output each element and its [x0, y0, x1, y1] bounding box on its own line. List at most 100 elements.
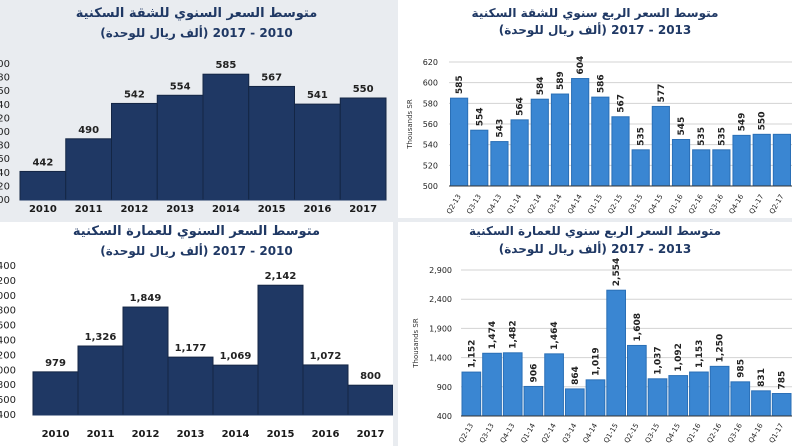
- y-tick-label: 520: [0, 113, 10, 124]
- bar: [302, 364, 349, 416]
- data-label: 785: [778, 371, 788, 390]
- x-tick-label: 2013: [177, 429, 205, 440]
- data-label: 1,250: [716, 334, 726, 362]
- y-tick-label: 2,400: [0, 261, 16, 272]
- bar: [591, 96, 610, 187]
- bar: [212, 364, 259, 416]
- bar: [167, 356, 214, 416]
- data-label: 1,153: [695, 340, 705, 368]
- bar: [611, 116, 630, 187]
- x-tick-label: 2013: [166, 204, 194, 215]
- bar: [544, 353, 564, 417]
- bar: [530, 98, 549, 187]
- chart-title: متوسط السعر السنوي للعمارة السكنية: [72, 224, 321, 239]
- y-tick-label: 600: [0, 59, 10, 70]
- bar: [689, 371, 709, 417]
- data-label: 541: [307, 90, 328, 101]
- x-tick-label: 2017: [357, 429, 385, 440]
- data-label: 1,072: [310, 351, 342, 362]
- chart-title: متوسط السعر الربع سنوي للعمارة السكنية: [468, 224, 722, 238]
- data-label: 1,482: [509, 320, 519, 348]
- x-tick-label: Q2-17: [768, 193, 786, 216]
- y-tick-label: 1,200: [0, 350, 16, 361]
- data-label: 545: [677, 117, 687, 136]
- chart-quarterly-building: متوسط السعر الربع سنوي للعمارة السكنية (…: [398, 222, 792, 446]
- chart-subtitle: (ألف ريال للوحدة) 2013 - 2017: [498, 242, 692, 256]
- y-tick-label: 1,900: [429, 324, 452, 333]
- chart-plot: 500 520 540 560 580 600 620 Thousands SR 585 Q2-1…: [406, 56, 792, 216]
- bar: [470, 129, 489, 187]
- x-tick-label: Q3-16: [726, 422, 744, 445]
- bar: [751, 390, 771, 417]
- data-label: 586: [596, 74, 606, 93]
- data-label: 585: [455, 75, 465, 94]
- data-label: 1,177: [175, 343, 207, 354]
- data-label: 550: [353, 84, 374, 95]
- y-tick-label: 1,800: [0, 306, 16, 317]
- bar: [248, 85, 295, 201]
- data-label: 542: [124, 89, 145, 100]
- bar: [631, 149, 650, 187]
- bar: [490, 141, 509, 187]
- data-label: 2,142: [265, 271, 297, 282]
- x-tick-label: 2016: [303, 204, 331, 215]
- y-tick-label: 2,400: [429, 295, 452, 304]
- data-label: 567: [261, 72, 282, 83]
- data-label: 543: [495, 119, 505, 138]
- y-tick-label: 580: [0, 73, 10, 84]
- bar: [647, 378, 668, 417]
- y-tick-label: 620: [423, 58, 438, 67]
- bar: [461, 371, 482, 417]
- bar: [156, 94, 204, 201]
- x-tick-label: 2014: [222, 429, 250, 440]
- y-tick-label: 540: [423, 141, 438, 150]
- data-label: 864: [571, 366, 581, 385]
- x-tick-label: 2016: [312, 429, 340, 440]
- x-tick-label: Q3-15: [627, 193, 645, 216]
- y-tick-label: 500: [0, 127, 10, 138]
- x-tick-label: Q4-15: [664, 422, 682, 445]
- data-label: 906: [529, 364, 539, 383]
- y-tick-label: 400: [0, 410, 16, 421]
- bar: [709, 365, 730, 417]
- x-tick-label: Q1-14: [506, 193, 524, 216]
- x-tick-label: Q2-13: [445, 193, 463, 216]
- bar: [19, 170, 67, 201]
- data-label: 1,069: [220, 351, 252, 362]
- x-tick-label: Q1-17: [768, 422, 786, 445]
- bar: [571, 78, 590, 187]
- y-tick-label: 400: [0, 195, 10, 206]
- bar: [77, 345, 124, 416]
- data-label: 584: [536, 76, 546, 95]
- x-tick-label: 2011: [87, 429, 115, 440]
- y-tick-label: 2,200: [0, 276, 16, 287]
- bar: [564, 388, 585, 417]
- data-label: 604: [576, 56, 586, 75]
- x-tick-label: Q2-16: [687, 193, 705, 216]
- data-label: 589: [556, 71, 566, 90]
- y-axis-label: Thousands SR: [412, 318, 420, 369]
- bar: [585, 379, 606, 417]
- bar: [202, 73, 250, 201]
- bar: [482, 352, 502, 417]
- y-tick-label: 440: [0, 168, 10, 179]
- y-tick-label: 500: [423, 182, 438, 191]
- data-label: 550: [758, 112, 768, 131]
- data-label: 1,152: [467, 340, 477, 368]
- chart-title: متوسط السعر السنوي للشقة السكنية: [75, 6, 318, 21]
- y-tick-label: 420: [0, 181, 10, 192]
- x-tick-label: 2010: [42, 429, 70, 440]
- y-tick-label: 1,400: [429, 354, 452, 363]
- bar: [294, 103, 341, 201]
- chart-plot: 400 600 800 1,000 1,200 1,400 1,600 1,800 2,000 2…: [0, 261, 393, 440]
- bar: [668, 375, 689, 417]
- y-tick-label: 1,600: [0, 321, 16, 332]
- x-tick-label: 2012: [120, 204, 148, 215]
- chart-plot: 400 900 1,400 1,900 2,400 2,900 Thousands SR 1,…: [412, 258, 792, 445]
- y-tick-label: 480: [0, 141, 10, 152]
- y-tick-label: 460: [0, 154, 10, 165]
- y-axis-label: Thousands SR: [406, 99, 414, 150]
- y-tick-label: 580: [423, 99, 438, 108]
- chart-subtitle: (ألف ريال للوحدة) 2010 - 2017: [100, 244, 293, 258]
- y-tick-label: 600: [0, 395, 16, 406]
